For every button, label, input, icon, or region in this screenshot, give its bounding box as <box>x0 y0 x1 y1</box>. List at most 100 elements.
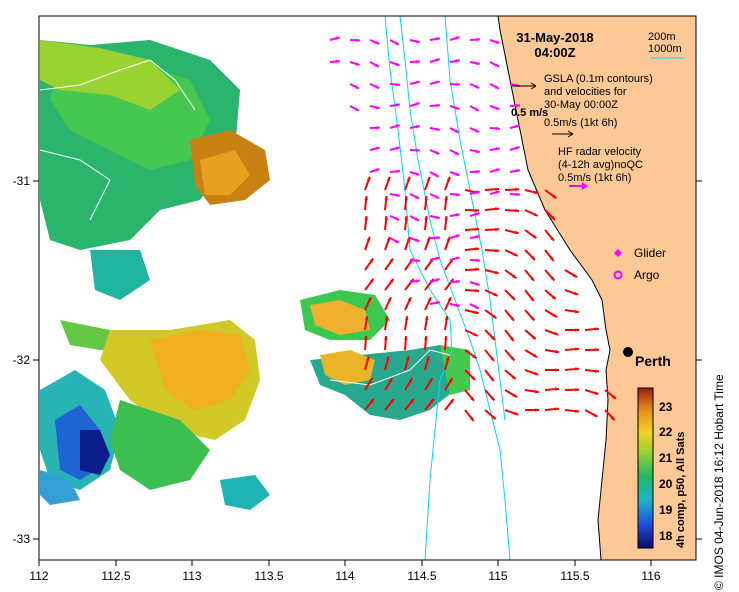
x-tick-labels: 112 112.5 113 113.5 114 114.5 115 115.5 … <box>29 569 660 583</box>
hf-vector-head <box>455 36 460 40</box>
gsla-contour <box>39 149 111 221</box>
hf-vector-head <box>436 235 440 240</box>
hf-vector-head <box>454 129 459 133</box>
altimetry-vector-head <box>474 310 479 315</box>
hf-vector-head <box>395 146 400 151</box>
altimetry-vector-head <box>612 395 616 399</box>
hf-vector-head <box>474 107 479 111</box>
hf-vector-head <box>436 37 440 41</box>
altimetry-vector-head <box>535 389 539 394</box>
hf-vector-head <box>415 39 420 44</box>
hf-vector-head <box>516 192 520 197</box>
altimetry-vector-head <box>364 216 368 220</box>
x-tick-label: 112.5 <box>101 569 130 583</box>
hf-vector-head <box>375 168 380 172</box>
colorbar-label: 4h comp, p50, All Sats <box>675 432 687 548</box>
altimetry-vector-head <box>444 316 449 320</box>
hf-vector-head <box>515 146 520 150</box>
altimetry-vector-head <box>515 187 519 192</box>
map-frame <box>38 15 697 561</box>
altimetry-vector-head <box>366 356 370 361</box>
hf-vector-head <box>515 124 520 129</box>
altimetry-vector-head <box>404 336 408 340</box>
altimetry-vector-head <box>408 378 413 383</box>
gsla-legend-line3: 30-May 00:00Z <box>544 99 618 111</box>
altimetry-vector-head <box>493 292 498 297</box>
hf-vector-head <box>455 256 460 261</box>
x-tick-label: 112 <box>29 569 48 583</box>
altimetry-vector-head <box>490 377 494 381</box>
hf-vector-head <box>456 82 460 87</box>
colorbar <box>637 387 654 549</box>
hf-vector-head <box>456 59 460 63</box>
hf-vector-head <box>455 172 460 176</box>
map-time: 04:00Z <box>534 45 575 60</box>
map-date: 31-May-2018 <box>516 30 593 45</box>
hf-vector-head <box>456 279 460 284</box>
altimetry-vector-head <box>495 248 499 253</box>
gsla-contour <box>329 349 451 386</box>
altimetry-vector-head <box>368 378 373 383</box>
altimetry-vector-head <box>424 316 429 320</box>
hf-vector-head <box>476 169 480 174</box>
hf-vector-head <box>415 102 420 106</box>
hf-vector-head <box>416 279 420 283</box>
altimetry-vector-head <box>610 416 615 421</box>
hf-vector-head <box>414 195 419 199</box>
colorbar-tick: 19 <box>659 503 673 517</box>
hf-vector-head <box>375 105 380 110</box>
altimetry-vector-head <box>446 176 451 181</box>
hf-vector-head <box>435 215 440 220</box>
gsla-ref-speed: 0.5 m/s <box>511 107 548 119</box>
altimetry-vector-head <box>511 375 516 380</box>
altimetry-vector-head <box>533 353 538 358</box>
altimetry-vector-head <box>530 316 535 321</box>
altimetry-vector-head <box>471 376 475 380</box>
altimetry-vector-head <box>369 278 374 283</box>
altimetry-vector-head <box>444 336 448 340</box>
altimetry-vector-head <box>389 278 394 283</box>
altimetry-vector-head <box>406 356 410 361</box>
gsla-legend-arrowhead <box>530 82 537 90</box>
x-tick-label: 113 <box>182 569 201 583</box>
hf-vector-head <box>336 59 340 64</box>
hf-vector-head <box>476 37 480 42</box>
altimetry-vector-head <box>389 258 394 263</box>
altimetry-vector-head <box>531 256 535 260</box>
hf-vector-head <box>456 303 460 307</box>
altimetry-vector-head <box>533 212 538 217</box>
altimetry-vector-head <box>574 291 579 296</box>
hf-vector-head <box>396 82 400 87</box>
altimetry-vector-head <box>534 190 539 195</box>
altimetry-vector-head <box>384 316 389 320</box>
x-tick-label: 115 <box>488 569 507 583</box>
hf-vector-head <box>435 256 440 261</box>
altimetry-vector-head <box>475 288 479 293</box>
altimetry-vector-head <box>575 347 579 351</box>
altimetry-vector-head <box>510 337 514 341</box>
hf-vector-head <box>475 128 480 133</box>
altimetry-vector-head <box>444 216 448 220</box>
gsla-contour <box>39 59 196 111</box>
hf-vector-head <box>375 146 380 151</box>
hf-vector-head <box>435 301 440 305</box>
hf-vector-head <box>396 193 400 197</box>
altimetry-vector-head <box>573 273 578 278</box>
hf-vector-head <box>435 195 440 199</box>
altimetry-vector-head <box>384 336 388 340</box>
altimetry-vector-head <box>555 387 559 391</box>
altimetry-vector-head <box>513 252 518 257</box>
hf-vector-head <box>395 62 400 66</box>
altimetry-vector-head <box>514 411 519 416</box>
hf-vector-head <box>415 80 420 85</box>
altimetry-vector-head <box>448 378 453 383</box>
hf-vector-head <box>415 172 420 176</box>
hf-vector-head <box>495 168 500 172</box>
hf-vector-head <box>396 169 400 174</box>
altimetry-velocity-vectors <box>364 176 617 422</box>
altimetry-vector-head <box>535 408 539 412</box>
hf-vector-head <box>454 151 459 155</box>
altimetry-vector-head <box>426 356 430 361</box>
altimetry-vector-head <box>426 236 431 241</box>
altimetry-vector-head <box>446 356 450 361</box>
